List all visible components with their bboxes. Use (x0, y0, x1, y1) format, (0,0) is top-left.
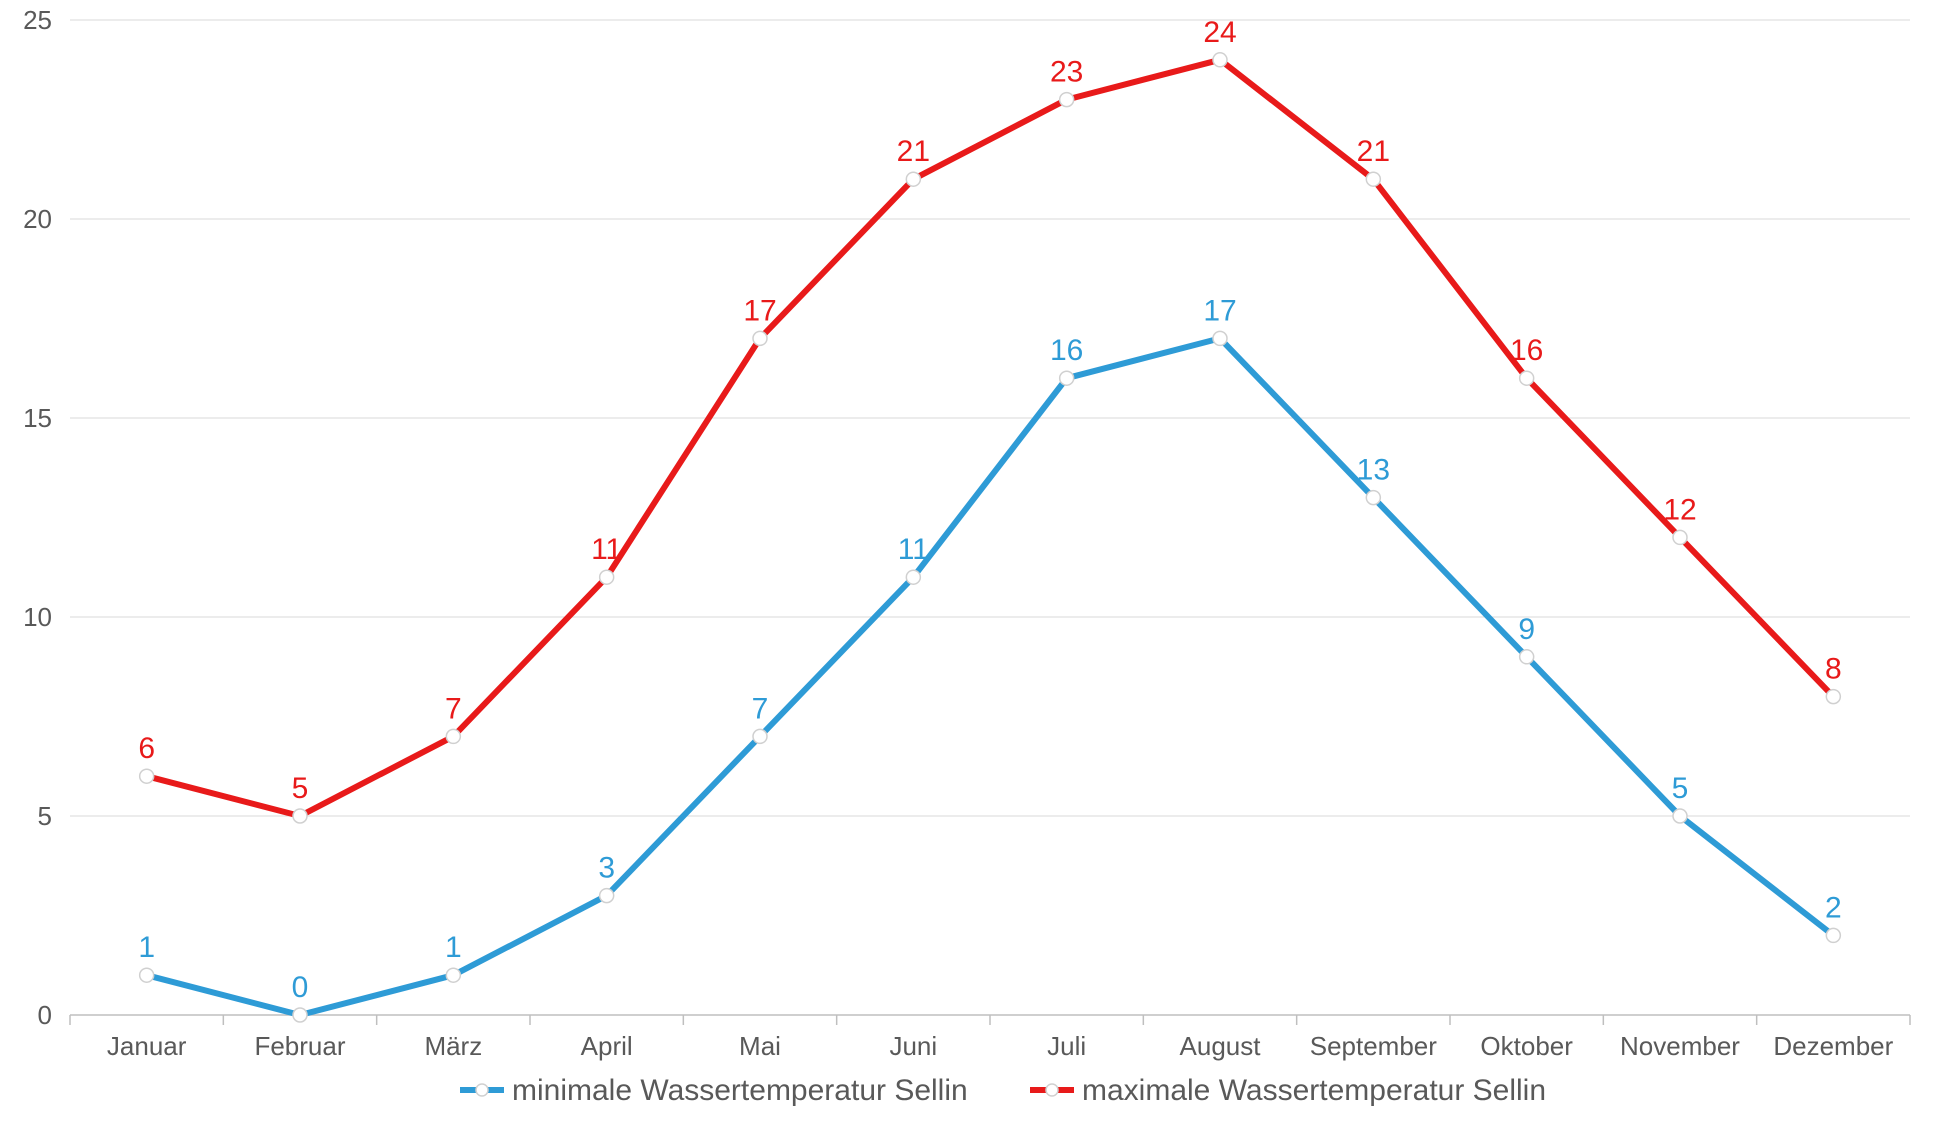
series-data-label-1: 21 (897, 135, 930, 168)
series-marker-1 (1366, 172, 1380, 186)
x-category-label: Januar (107, 1031, 187, 1061)
series-marker-1 (293, 809, 307, 823)
y-tick-label: 0 (38, 1000, 52, 1030)
series-data-label-1: 24 (1203, 16, 1236, 49)
x-category-label: Mai (739, 1031, 781, 1061)
series-marker-0 (753, 729, 767, 743)
series-data-label-1: 16 (1510, 334, 1543, 367)
x-category-label: März (424, 1031, 482, 1061)
y-tick-label: 25 (23, 5, 52, 35)
series-data-label-0: 9 (1518, 613, 1535, 646)
series-marker-0 (446, 968, 460, 982)
series-line-1 (147, 60, 1834, 816)
legend-item-1: maximale Wassertemperatur Sellin (1030, 1074, 1546, 1107)
x-category-label: Februar (254, 1031, 345, 1061)
series-marker-0 (1366, 491, 1380, 505)
series-data-label-1: 17 (743, 294, 776, 327)
series-marker-0 (906, 570, 920, 584)
series-data-label-1: 11 (591, 533, 622, 566)
x-category-label: Juli (1047, 1031, 1086, 1061)
series-data-label-0: 1 (138, 931, 155, 964)
series-marker-1 (753, 331, 767, 345)
x-category-label: April (581, 1031, 633, 1061)
series-data-label-0: 1 (445, 931, 462, 964)
series-marker-1 (600, 570, 614, 584)
series-data-label-0: 3 (598, 852, 615, 885)
legend-label: maximale Wassertemperatur Sellin (1082, 1074, 1546, 1107)
series-data-label-0: 0 (292, 971, 309, 1004)
series-marker-1 (906, 172, 920, 186)
x-category-label: Juni (889, 1031, 937, 1061)
series-marker-1 (1213, 53, 1227, 67)
y-tick-label: 10 (23, 602, 52, 632)
series-data-label-1: 6 (138, 732, 155, 765)
series-marker-0 (1213, 331, 1227, 345)
series-data-label-0: 11 (898, 533, 929, 566)
series-data-label-1: 23 (1050, 56, 1083, 89)
series-marker-0 (1826, 928, 1840, 942)
chart-svg: 0510152025JanuarFebruarMärzAprilMaiJuniJ… (0, 0, 1943, 1131)
series-marker-0 (1673, 809, 1687, 823)
series-marker-1 (1673, 530, 1687, 544)
y-tick-label: 5 (38, 801, 52, 831)
y-tick-label: 20 (23, 204, 52, 234)
series-marker-1 (1520, 371, 1534, 385)
series-data-label-0: 5 (1672, 772, 1689, 805)
x-category-label: November (1620, 1031, 1740, 1061)
legend-label: minimale Wassertemperatur Sellin (512, 1074, 968, 1107)
series-data-label-0: 2 (1825, 891, 1842, 924)
series-data-label-0: 7 (752, 692, 769, 725)
series-data-label-0: 13 (1357, 454, 1390, 487)
series-marker-1 (1060, 93, 1074, 107)
series-marker-0 (600, 889, 614, 903)
series-marker-0 (140, 968, 154, 982)
series-data-label-1: 12 (1663, 493, 1696, 526)
y-tick-label: 15 (23, 403, 52, 433)
series-data-label-1: 8 (1825, 653, 1842, 686)
series-data-label-1: 21 (1357, 135, 1390, 168)
series-marker-1 (1826, 690, 1840, 704)
series-data-label-0: 17 (1203, 294, 1236, 327)
series-marker-0 (293, 1008, 307, 1022)
x-category-label: Dezember (1773, 1031, 1893, 1061)
x-category-label: August (1180, 1031, 1262, 1061)
series-line-0 (147, 338, 1834, 1015)
series-data-label-1: 5 (292, 772, 309, 805)
series-marker-1 (446, 729, 460, 743)
series-data-label-1: 7 (445, 692, 462, 725)
series-marker-0 (1520, 650, 1534, 664)
x-category-label: September (1310, 1031, 1438, 1061)
legend-item-0: minimale Wassertemperatur Sellin (460, 1074, 968, 1107)
water-temperature-chart: 0510152025JanuarFebruarMärzAprilMaiJuniJ… (0, 0, 1943, 1131)
x-category-label: Oktober (1480, 1031, 1573, 1061)
series-data-label-0: 16 (1050, 334, 1083, 367)
series-marker-1 (140, 769, 154, 783)
series-marker-0 (1060, 371, 1074, 385)
